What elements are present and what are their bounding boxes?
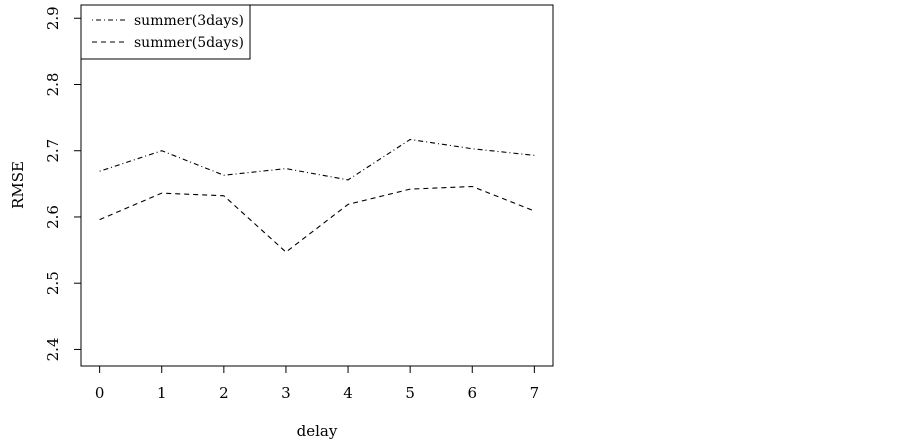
y-tick-label: 2.7 (44, 139, 62, 163)
legend-box (80, 4, 251, 60)
y-tick-label: 2.5 (44, 271, 62, 295)
legend-label-summer-3days: summer(3days) (134, 13, 244, 29)
y-tick-label: 2.9 (44, 6, 62, 30)
y-tick-label: 2.4 (44, 338, 62, 362)
series-line-summer-5days (99, 185, 535, 253)
y-axis: 2.4 2.5 2.6 2.7 2.8 2.9 (44, 6, 82, 362)
legend: summer(3days) summer(5days) (80, 4, 251, 60)
x-tick-label: 6 (467, 384, 477, 402)
x-tick-label: 3 (281, 384, 291, 402)
x-axis-label: delay (297, 422, 338, 440)
y-tick-label: 2.6 (44, 205, 62, 229)
series-line-summer-3days (99, 138, 535, 181)
x-tick-label: 1 (157, 384, 167, 402)
x-tick-label: 4 (343, 384, 353, 402)
x-axis: 0 1 2 3 4 5 6 7 (95, 365, 540, 402)
x-tick-label: 7 (530, 384, 540, 402)
legend-label-summer-5days: summer(5days) (134, 35, 244, 51)
series-layer (99, 138, 535, 253)
y-axis-label: RMSE (9, 161, 27, 209)
y-tick-label: 2.8 (44, 73, 62, 97)
x-tick-label: 0 (95, 384, 105, 402)
x-tick-label: 2 (219, 384, 229, 402)
x-tick-label: 5 (405, 384, 415, 402)
